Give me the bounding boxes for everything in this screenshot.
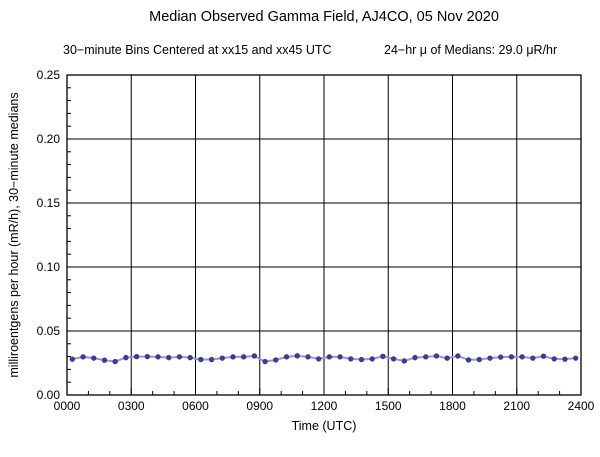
median-data-point: [69, 356, 76, 362]
median-data-point: [433, 353, 440, 359]
median-data-point: [337, 354, 343, 360]
median-data-point: [176, 354, 183, 360]
median-data-point: [133, 353, 140, 360]
median-data-point: [572, 355, 579, 361]
median-data-point: [487, 355, 493, 361]
median-data-point: [91, 355, 97, 361]
median-data-point: [401, 358, 408, 364]
median-data-point: [358, 356, 365, 363]
median-data-point: [423, 354, 429, 360]
x-tick-label: 1500: [375, 399, 402, 413]
median-data-point: [497, 354, 504, 360]
median-data-point: [315, 356, 322, 362]
median-data-point: [230, 354, 236, 360]
median-data-point: [305, 354, 311, 360]
median-data-point: [519, 354, 525, 360]
y-tick-label: 0.20: [37, 132, 61, 146]
x-tick-label: 0600: [182, 399, 209, 413]
median-data-point: [540, 353, 547, 359]
y-tick-label: 0.10: [37, 260, 61, 274]
median-data-point: [251, 353, 258, 359]
median-data-point: [273, 357, 279, 363]
median-data-point: [465, 357, 472, 363]
median-data-point: [326, 354, 333, 360]
y-tick-label: 0.15: [37, 196, 61, 210]
median-data-point: [123, 354, 129, 361]
chart-subtitle-mean: 24−hr μ of Medians: 29.0 μR/hr: [384, 43, 558, 57]
median-data-point: [187, 354, 193, 361]
median-data-point: [412, 354, 418, 361]
plot-frame: [66, 74, 582, 396]
median-data-point: [508, 354, 515, 360]
median-data-point: [219, 355, 225, 361]
median-data-point: [476, 356, 482, 363]
median-data-point: [80, 354, 86, 360]
chart-subtitle-bins: 30−minute Bins Centered at xx15 and xx45…: [63, 43, 332, 57]
median-data-point: [562, 356, 568, 362]
median-data-point: [112, 358, 118, 365]
y-tick-label: 0.00: [37, 388, 61, 402]
median-data-point: [198, 356, 204, 363]
median-data-point: [208, 356, 215, 363]
x-axis-title: Time (UTC): [291, 419, 357, 433]
x-tick-label: 2100: [503, 399, 530, 413]
median-data-point: [294, 353, 300, 359]
x-tick-label: 1800: [439, 399, 466, 413]
median-data-point: [144, 353, 151, 360]
median-data-point: [455, 353, 461, 359]
median-data-point: [166, 354, 172, 361]
chart-title: Median Observed Gamma Field, AJ4CO, 05 N…: [149, 9, 499, 25]
x-tick-label: 2400: [568, 399, 595, 413]
y-tick-label: 0.05: [37, 324, 61, 338]
median-data-point: [155, 354, 161, 360]
median-data-point: [283, 354, 290, 360]
median-data-point: [390, 356, 397, 362]
median-data-point: [369, 356, 375, 362]
x-tick-label: 0300: [118, 399, 145, 413]
median-data-point: [262, 358, 268, 365]
x-tick-label: 0900: [246, 399, 273, 413]
x-tick-label: 1200: [311, 399, 338, 413]
median-data-point: [530, 355, 536, 361]
median-data-point: [380, 353, 386, 360]
median-data-point: [101, 357, 108, 363]
median-data-point: [551, 356, 557, 362]
median-data-point: [348, 356, 354, 362]
x-tick-label: 0000: [54, 399, 81, 413]
median-data-point: [444, 355, 450, 361]
y-tick-label: 0.25: [37, 68, 61, 82]
median-data-point: [240, 354, 247, 360]
